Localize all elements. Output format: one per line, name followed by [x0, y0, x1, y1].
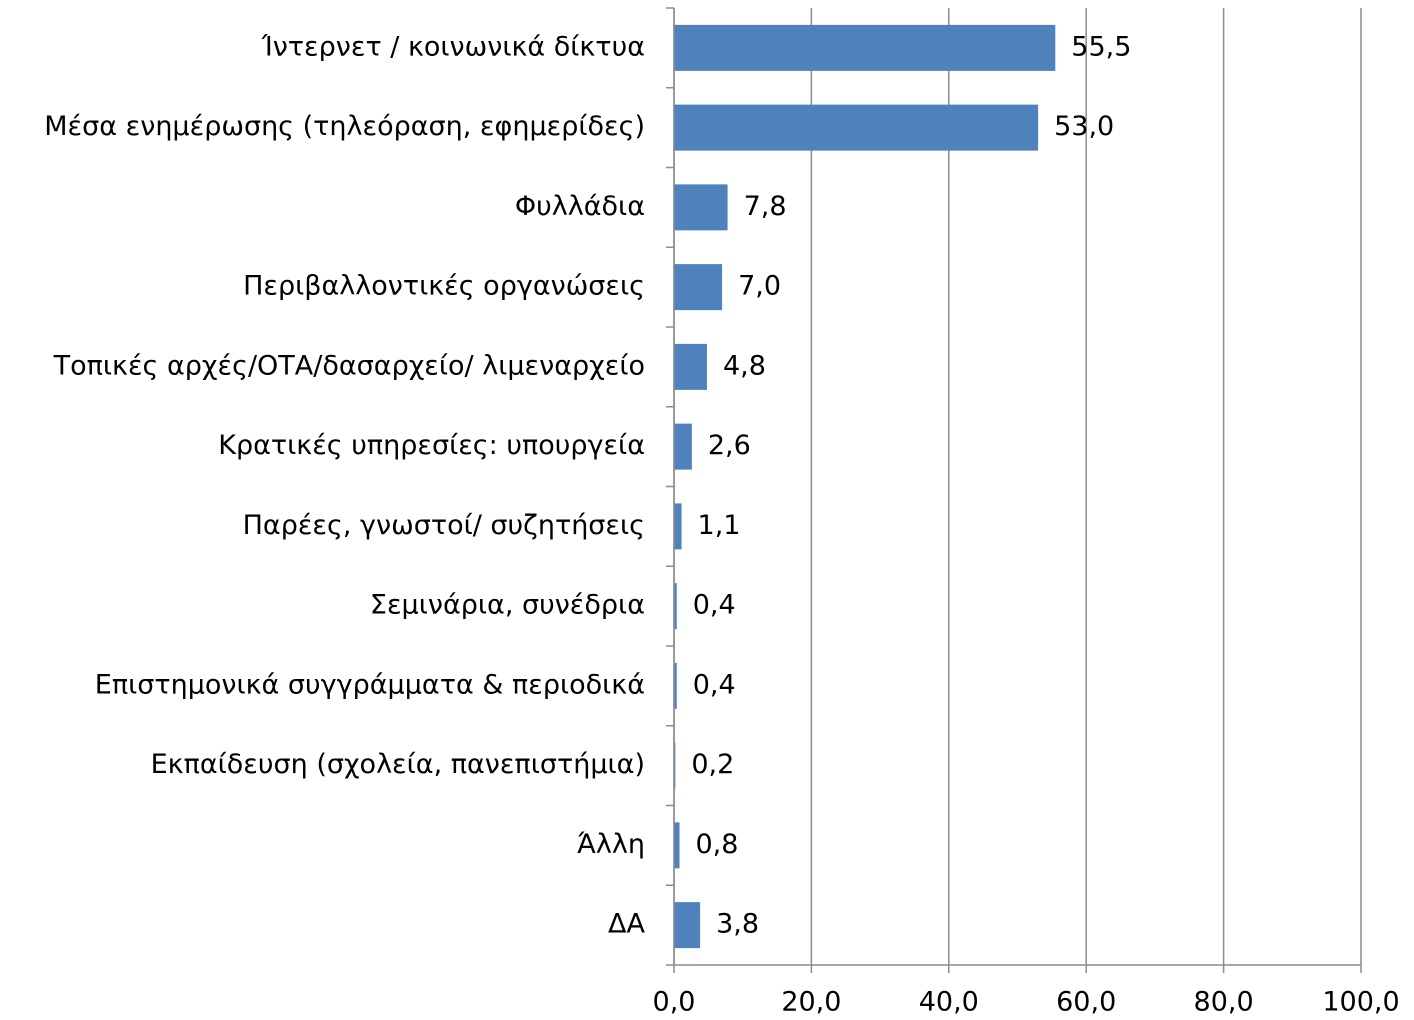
bar — [674, 583, 677, 630]
bar — [674, 503, 682, 550]
x-tick-label: 60,0 — [1056, 987, 1116, 1018]
bar — [674, 423, 692, 470]
category-label: Κρατικές υπηρεσίες: υπουργεία — [218, 430, 645, 461]
bar — [674, 104, 1039, 151]
value-label: 4,8 — [723, 350, 766, 381]
value-label: 55,5 — [1071, 31, 1131, 62]
x-tick-label: 80,0 — [1194, 987, 1254, 1018]
bar — [674, 264, 723, 311]
value-label: 0,2 — [691, 749, 734, 780]
category-label: Φυλλάδια — [515, 191, 645, 222]
value-label: 7,8 — [744, 191, 787, 222]
x-tick-label: 100,0 — [1322, 987, 1399, 1018]
x-tick-label: 40,0 — [919, 987, 979, 1018]
value-label: 3,8 — [716, 909, 759, 940]
bar — [674, 24, 1056, 71]
bar — [674, 184, 728, 231]
value-label: 7,0 — [738, 271, 781, 302]
category-label: Άλλη — [577, 829, 645, 860]
category-label: Σεμινάρια, συνέδρια — [370, 590, 645, 621]
bar — [674, 902, 701, 949]
category-label: Τοπικές αρχές/ΟΤΑ/δασαρχείο/ λιμεναρχείο — [53, 350, 645, 381]
category-label: Εκπαίδευση (σχολεία, πανεπιστήμια) — [151, 749, 645, 780]
bar — [674, 343, 707, 390]
value-label: 2,6 — [708, 430, 751, 461]
value-label: 0,8 — [695, 829, 738, 860]
bar — [674, 662, 677, 709]
category-label: Ίντερνετ / κοινωνικά δίκτυα — [261, 31, 645, 62]
category-label: ΔΑ — [608, 909, 645, 940]
x-tick-label: 0,0 — [653, 987, 696, 1018]
category-label: Περιβαλλοντικές οργανώσεις — [243, 271, 645, 302]
value-label: 53,0 — [1054, 111, 1114, 142]
bar — [674, 822, 680, 869]
category-label: Μέσα ενημέρωσης (τηλεόραση, εφημερίδες) — [44, 111, 645, 142]
x-tick-label: 20,0 — [781, 987, 841, 1018]
value-label: 0,4 — [693, 590, 736, 621]
category-label: Παρέες, γνωστοί/ συζητήσεις — [243, 510, 645, 541]
category-label: Επιστημονικά συγγράμματα & περιοδικά — [95, 669, 645, 700]
value-label: 0,4 — [693, 669, 736, 700]
value-label: 1,1 — [698, 510, 741, 541]
